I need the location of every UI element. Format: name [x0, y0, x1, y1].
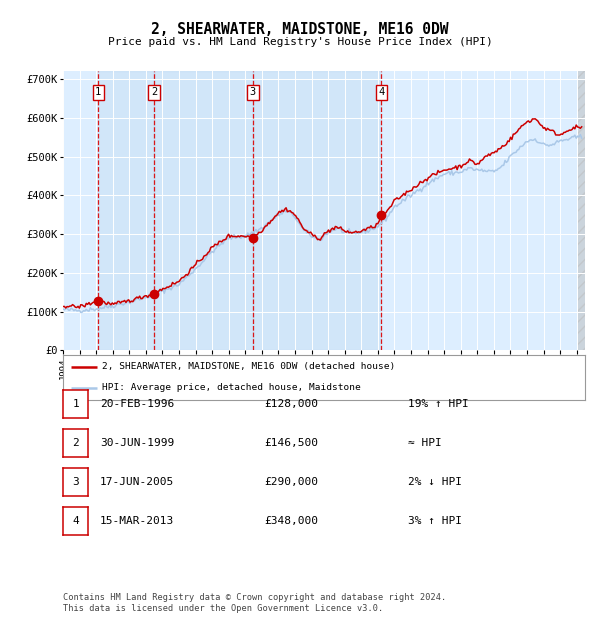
- Bar: [154, 71, 253, 350]
- Text: 2% ↓ HPI: 2% ↓ HPI: [408, 477, 462, 487]
- Text: £348,000: £348,000: [264, 516, 318, 526]
- Text: 2, SHEARWATER, MAIDSTONE, ME16 0DW (detached house): 2, SHEARWATER, MAIDSTONE, ME16 0DW (deta…: [102, 362, 395, 371]
- Text: £128,000: £128,000: [264, 399, 318, 409]
- Text: 3: 3: [72, 477, 79, 487]
- Text: 1: 1: [72, 399, 79, 409]
- Text: 19% ↑ HPI: 19% ↑ HPI: [408, 399, 469, 409]
- Text: ≈ HPI: ≈ HPI: [408, 438, 442, 448]
- Text: 2: 2: [72, 438, 79, 448]
- Text: 30-JUN-1999: 30-JUN-1999: [100, 438, 175, 448]
- Text: £290,000: £290,000: [264, 477, 318, 487]
- Text: 2, SHEARWATER, MAIDSTONE, ME16 0DW: 2, SHEARWATER, MAIDSTONE, ME16 0DW: [151, 22, 449, 37]
- Text: Contains HM Land Registry data © Crown copyright and database right 2024.
This d: Contains HM Land Registry data © Crown c…: [63, 593, 446, 613]
- Text: 4: 4: [72, 516, 79, 526]
- Text: 3: 3: [250, 87, 256, 97]
- Text: 3% ↑ HPI: 3% ↑ HPI: [408, 516, 462, 526]
- Text: 2: 2: [151, 87, 157, 97]
- Text: HPI: Average price, detached house, Maidstone: HPI: Average price, detached house, Maid…: [102, 383, 361, 392]
- Text: 4: 4: [378, 87, 385, 97]
- Bar: [253, 71, 382, 350]
- Text: £146,500: £146,500: [264, 438, 318, 448]
- Bar: [63, 71, 64, 350]
- Text: 17-JUN-2005: 17-JUN-2005: [100, 477, 175, 487]
- Bar: [578, 71, 585, 350]
- Text: 1: 1: [95, 87, 101, 97]
- Text: 20-FEB-1996: 20-FEB-1996: [100, 399, 175, 409]
- Bar: [98, 71, 154, 350]
- Text: Price paid vs. HM Land Registry's House Price Index (HPI): Price paid vs. HM Land Registry's House …: [107, 37, 493, 47]
- Text: 15-MAR-2013: 15-MAR-2013: [100, 516, 175, 526]
